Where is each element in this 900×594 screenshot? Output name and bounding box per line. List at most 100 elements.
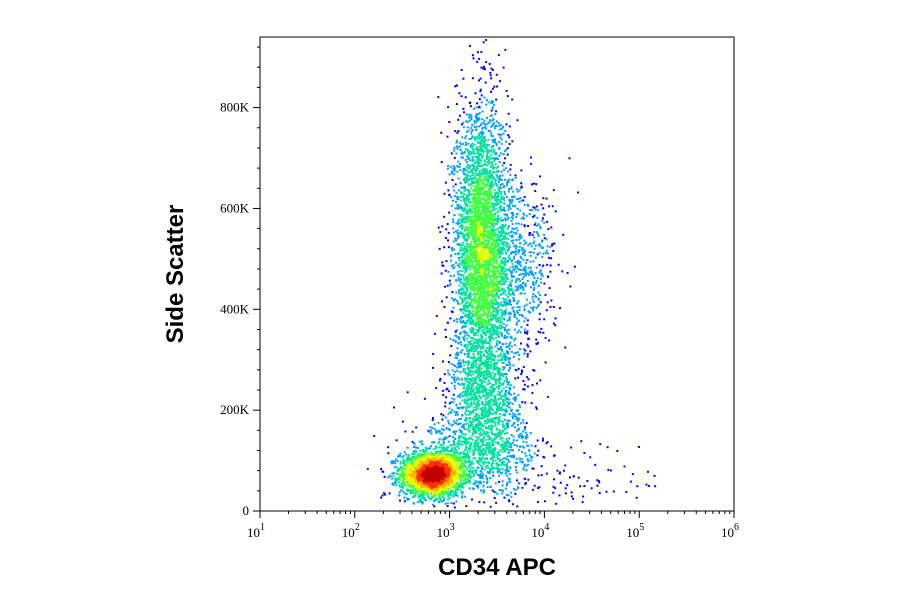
event-point (473, 122, 476, 125)
event-point (499, 152, 502, 155)
event-point (394, 462, 397, 465)
event-point (487, 265, 490, 268)
event-point (509, 168, 512, 171)
event-point (470, 274, 473, 277)
event-point (383, 492, 386, 495)
event-point (420, 473, 423, 476)
event-point (468, 119, 471, 122)
event-point (447, 270, 450, 273)
event-point (443, 467, 446, 470)
event-point (427, 457, 430, 460)
event-point (423, 452, 426, 455)
event-point (407, 467, 410, 470)
event-point (458, 218, 460, 221)
event-point (489, 238, 492, 241)
event-point (502, 292, 505, 294)
event-point (471, 200, 474, 203)
event-point (426, 477, 429, 479)
event-point (427, 478, 430, 480)
event-point (423, 474, 426, 477)
event-point (472, 192, 475, 195)
event-point (466, 155, 469, 158)
event-point (495, 98, 498, 101)
event-point (460, 263, 463, 266)
event-point (450, 195, 453, 198)
event-point (418, 493, 421, 495)
event-point (480, 94, 483, 97)
event-point (504, 242, 507, 245)
event-point (499, 208, 502, 210)
event-point (476, 167, 479, 170)
event-point (445, 448, 448, 450)
event-point (487, 291, 490, 294)
event-point (472, 148, 475, 151)
event-point (474, 187, 477, 189)
event-point (488, 320, 491, 323)
event-point (465, 173, 468, 176)
event-point (500, 235, 503, 238)
event-point (421, 459, 424, 462)
event-point (405, 467, 408, 470)
event-point (453, 448, 456, 451)
event-point (434, 499, 437, 502)
event-point (484, 139, 487, 142)
event-point (499, 216, 502, 219)
event-point (477, 446, 480, 449)
event-point (468, 192, 471, 195)
event-point (443, 465, 446, 468)
event-point (459, 218, 462, 221)
event-point (414, 487, 417, 490)
event-point (462, 483, 465, 486)
event-point (455, 103, 458, 106)
event-point (454, 370, 457, 373)
event-point (469, 159, 472, 162)
event-point (474, 267, 477, 269)
event-point (489, 114, 492, 117)
event-point (469, 247, 472, 250)
event-point (421, 460, 424, 463)
event-point (461, 136, 464, 139)
event-point (455, 484, 458, 487)
event-point (452, 465, 455, 468)
event-point (447, 412, 450, 415)
event-point (502, 490, 505, 493)
event-point (434, 481, 436, 484)
event-point (483, 160, 486, 163)
event-point (478, 79, 480, 82)
event-point (447, 361, 450, 364)
event-point (475, 161, 478, 164)
event-point (470, 186, 473, 189)
event-point (401, 473, 403, 476)
event-point (432, 477, 435, 480)
event-point (429, 470, 432, 473)
event-point (490, 109, 493, 112)
event-point (475, 118, 478, 121)
event-point (478, 153, 480, 156)
event-point (464, 270, 467, 273)
event-point (502, 153, 505, 156)
event-point (502, 262, 505, 265)
event-point (512, 231, 515, 234)
event-point (398, 491, 401, 494)
event-point (427, 470, 430, 473)
event-point (424, 462, 427, 465)
event-point (499, 184, 502, 187)
event-point (466, 262, 469, 264)
event-point (479, 178, 482, 181)
event-point (395, 483, 398, 486)
event-point (454, 473, 457, 475)
event-point (441, 466, 444, 469)
event-point (426, 478, 429, 481)
event-point (478, 125, 481, 128)
event-point (460, 474, 463, 477)
event-point (443, 192, 446, 195)
event-point (420, 482, 423, 485)
event-point (403, 496, 406, 499)
event-point (426, 480, 429, 483)
event-point (479, 139, 482, 142)
event-point (487, 306, 490, 309)
event-point (430, 497, 433, 500)
event-point (458, 291, 460, 294)
event-point (500, 246, 503, 249)
event-point (472, 57, 475, 60)
